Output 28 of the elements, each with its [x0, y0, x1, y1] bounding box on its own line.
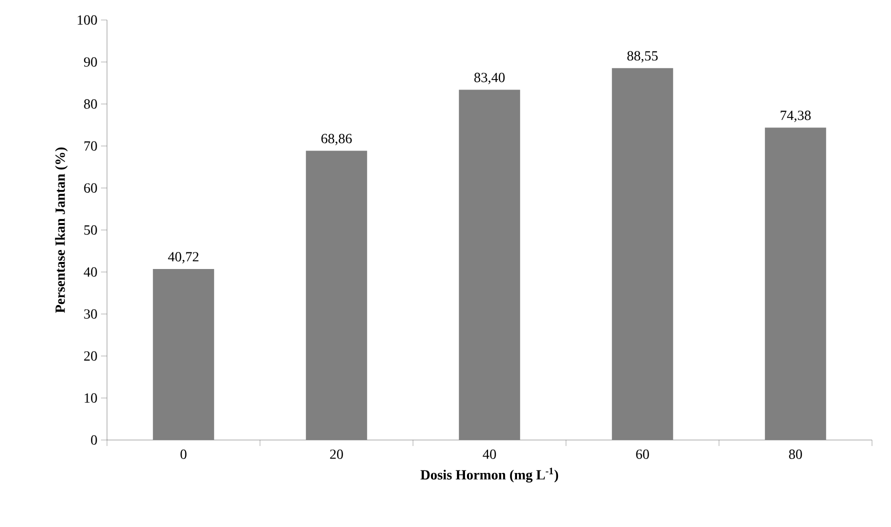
data-label: 88,55	[627, 51, 658, 63]
y-tick-label: 40	[84, 267, 97, 277]
y-tick-label: 30	[84, 309, 97, 319]
bar	[764, 128, 826, 440]
x-axis-title: Dosis Hormon (mg L$^{-1}$)	[420, 468, 558, 482]
y-tick-label: 80	[84, 99, 97, 109]
y-tick-label: 0	[91, 435, 97, 445]
y-tick-label: 100	[78, 15, 97, 25]
y-axis-title: Persentase Ikan Jantan (%)	[55, 148, 68, 313]
data-label: 40,72	[168, 252, 198, 264]
data-label: 83,40	[474, 72, 505, 84]
data-label: 74,38	[780, 110, 811, 122]
x-tick-label: 60	[636, 450, 649, 459]
bar	[306, 150, 368, 440]
x-tick-label: 40	[482, 450, 496, 459]
x-tick-label: 20	[330, 450, 343, 459]
x-tick-label: 0	[180, 450, 186, 459]
y-tick-label: 10	[84, 393, 97, 403]
y-tick-label: 50	[84, 225, 97, 235]
data-label: 68,86	[321, 134, 352, 146]
bar	[458, 90, 520, 440]
y-tick-label: 70	[84, 141, 97, 151]
y-tick-label: 90	[84, 57, 97, 67]
x-tick-label: 80	[789, 450, 802, 459]
y-tick-label: 60	[84, 183, 97, 193]
y-tick-label: 20	[84, 351, 97, 361]
bar	[612, 68, 674, 440]
bar	[152, 268, 214, 440]
